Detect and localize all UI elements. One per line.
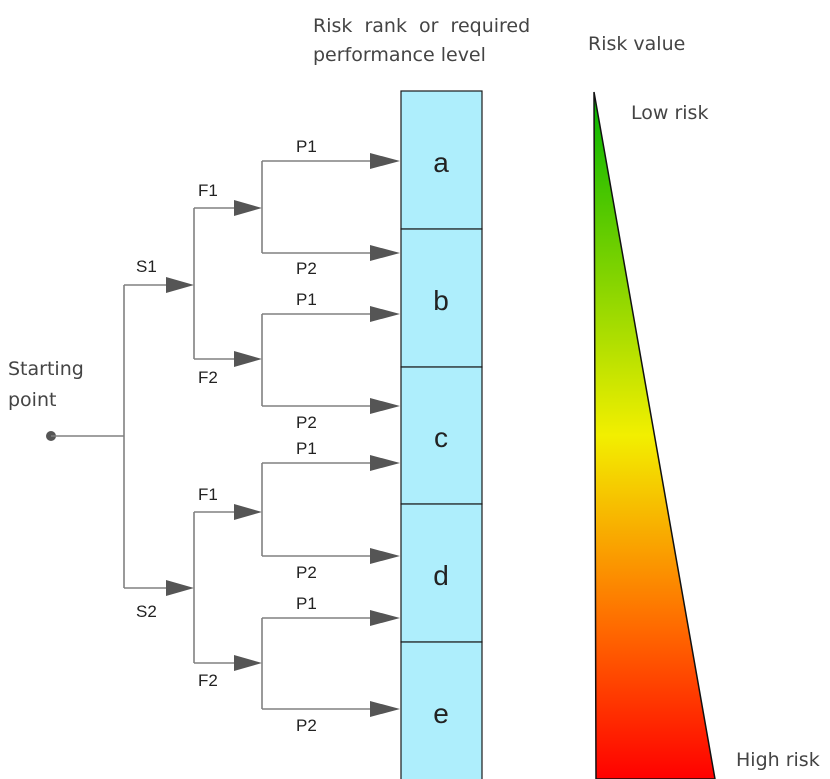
p-arrow-3b bbox=[370, 548, 400, 564]
s2-label: S2 bbox=[136, 602, 157, 621]
p1-label-2: P1 bbox=[296, 290, 317, 309]
rank-label-e: e bbox=[433, 698, 449, 729]
p-arrow-4a bbox=[370, 610, 400, 626]
p2-label-3: P2 bbox=[296, 563, 317, 582]
low-risk-label: Low risk bbox=[631, 102, 708, 124]
f2-lower-arrow bbox=[234, 655, 262, 671]
p-arrow-1b bbox=[370, 245, 400, 261]
risk-value-title: Risk value bbox=[588, 33, 685, 55]
rank-cell-e bbox=[400, 641, 483, 779]
risk-wedge bbox=[593, 91, 716, 779]
f1-upper-label: F1 bbox=[198, 181, 218, 200]
s2-arrow bbox=[166, 580, 194, 596]
decision-tree bbox=[51, 153, 400, 717]
f2-lower-label: F2 bbox=[198, 671, 218, 690]
p2-label-4: P2 bbox=[296, 716, 317, 735]
p-arrow-2b bbox=[370, 398, 400, 414]
rank-title-line2: performance level bbox=[313, 44, 486, 66]
s1-label: S1 bbox=[136, 257, 157, 276]
f1-lower-label: F1 bbox=[198, 485, 218, 504]
p1-label-1: P1 bbox=[296, 137, 317, 156]
rank-title-line1: Risk rank or required bbox=[313, 15, 530, 37]
p1-label-3: P1 bbox=[296, 439, 317, 458]
f2-upper-label: F2 bbox=[198, 368, 218, 387]
p2-label-1: P2 bbox=[296, 259, 317, 278]
f1-lower-arrow bbox=[234, 504, 262, 520]
s1-arrow bbox=[166, 277, 194, 293]
rank-label-c: c bbox=[434, 422, 448, 453]
rank-label-d: d bbox=[433, 560, 449, 591]
p-arrow-2a bbox=[370, 306, 400, 322]
starting-point-label-line1: Starting bbox=[8, 358, 84, 380]
f1-upper-arrow bbox=[234, 200, 262, 216]
rank-cell-b bbox=[400, 228, 483, 368]
f2-upper-arrow bbox=[234, 351, 262, 367]
p1-label-4: P1 bbox=[296, 594, 317, 613]
starting-point-label-line2: point bbox=[8, 389, 56, 411]
p-arrow-4b bbox=[370, 701, 400, 717]
rank-label-b: b bbox=[433, 285, 449, 316]
p-arrow-3a bbox=[370, 455, 400, 471]
rank-column: a b c d e bbox=[400, 90, 483, 779]
p2-label-2: P2 bbox=[296, 413, 317, 432]
rank-cell-a bbox=[400, 90, 483, 230]
high-risk-label: High risk bbox=[736, 749, 820, 771]
rank-label-a: a bbox=[433, 147, 449, 178]
p-arrow-1a bbox=[370, 153, 400, 169]
